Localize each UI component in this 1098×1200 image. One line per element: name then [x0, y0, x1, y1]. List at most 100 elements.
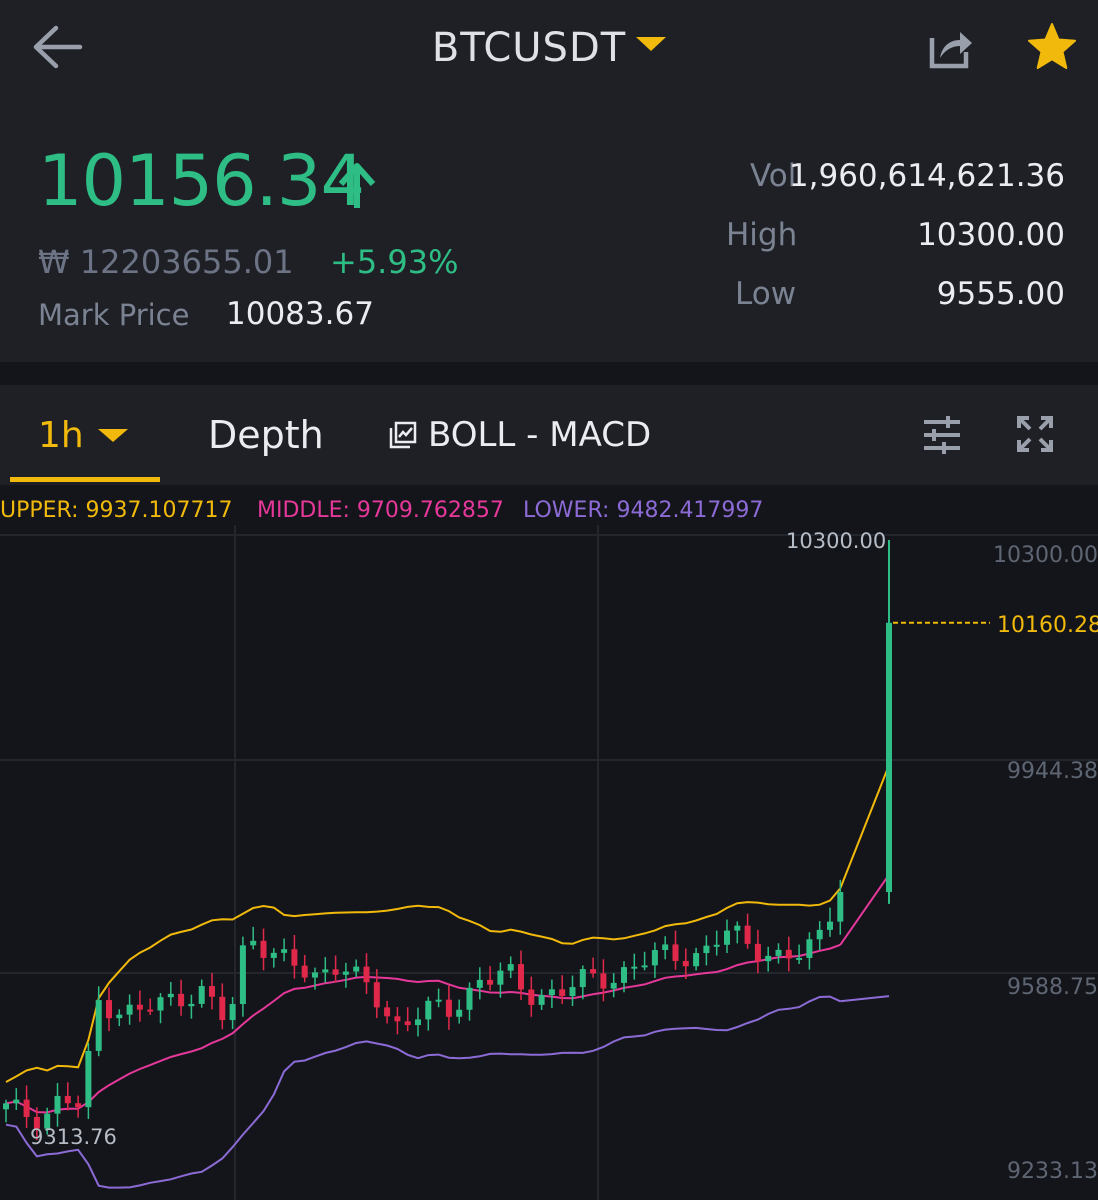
change-percent: +5.93%: [330, 243, 459, 281]
boll-upper-line: [5, 887, 842, 1083]
last-price: 10156.34: [38, 140, 365, 222]
y-axis-label: 9233.13: [1007, 1159, 1098, 1184]
low-marker-label: 9313.76: [30, 1125, 117, 1149]
candles: [3, 540, 892, 1141]
boll-lower-line: [5, 995, 841, 1189]
candle-body: [672, 944, 679, 961]
chart-grid: [0, 525, 1098, 1200]
mark-price-label: Mark Price: [38, 298, 190, 332]
y-axis-label: 9588.75: [1007, 975, 1098, 1000]
mark-price-value: 10083.67: [226, 296, 374, 332]
low-label: Low: [735, 276, 797, 312]
candle-body: [693, 953, 700, 967]
candle-body: [765, 955, 772, 962]
candle-body: [724, 930, 730, 945]
interval-label: 1h: [38, 415, 84, 456]
candle-body: [600, 973, 607, 989]
candle-body: [559, 989, 566, 997]
indicator-label: BOLL - MACD: [428, 415, 652, 455]
candle-body: [322, 969, 329, 973]
pair-name: BTCUSDT: [431, 24, 627, 71]
candle-body: [744, 925, 751, 944]
candle-body: [456, 1009, 463, 1017]
candle-body: [590, 969, 597, 974]
pair-selector[interactable]: BTCUSDT: [431, 24, 667, 71]
candle-body: [13, 1099, 20, 1104]
candle-body: [487, 979, 494, 985]
tab-interval[interactable]: 1h: [38, 415, 128, 456]
candle-body: [435, 999, 442, 1002]
candle-body: [703, 945, 710, 954]
chart-canvas: [0, 525, 1098, 1200]
candle-body: [23, 1099, 30, 1117]
candle-body: [631, 966, 638, 969]
indicator-icon: [389, 421, 417, 449]
boll-lower-line: [840, 995, 890, 1003]
candle-body: [3, 1103, 9, 1110]
candle-body: [291, 949, 298, 966]
boll-upper-legend: UPPER: 9937.107717: [0, 498, 233, 523]
candle-body: [445, 999, 452, 1017]
candle-body: [188, 1003, 195, 1007]
candle-body: [44, 1113, 51, 1129]
candle-body: [796, 957, 803, 960]
candle-body: [528, 989, 535, 1005]
candle-body: [178, 993, 185, 1007]
candle-body: [538, 995, 545, 1005]
arrow-left-icon: [33, 25, 83, 69]
candle-body: [363, 966, 370, 983]
boll-middle-line: [839, 874, 890, 946]
candle-body: [260, 940, 267, 958]
candle-body: [641, 965, 648, 968]
candle-body: [816, 929, 823, 940]
candle-body: [518, 964, 524, 990]
sliders-icon: [924, 416, 960, 454]
candle-body: [651, 950, 658, 966]
candle-body: [610, 982, 617, 989]
share-icon: [929, 32, 972, 69]
candle-body: [754, 943, 761, 962]
candle-body: [775, 949, 782, 956]
active-tab-indicator: [10, 477, 160, 482]
candle-body: [106, 1000, 112, 1019]
candle-body: [33, 1116, 40, 1129]
candle-body: [806, 939, 813, 958]
candle-body: [837, 892, 844, 922]
arrow-up-icon: [338, 163, 376, 208]
fiat-price: ₩ 12203655.01: [38, 243, 294, 281]
candle-body: [827, 921, 833, 930]
chart-settings-button[interactable]: [920, 413, 964, 457]
vol-value: 1,960,614,621.36: [788, 158, 1065, 194]
candle-body: [198, 986, 205, 1004]
fullscreen-button[interactable]: [1016, 415, 1054, 453]
ticker-header: BTCUSDT 10156.34 ₩ 12203655.01 +5.93% Ma…: [0, 0, 1098, 362]
candlestick-chart[interactable]: 10300.00 9944.38 9588.75 9233.13 10300.0…: [0, 525, 1098, 1200]
chevron-down-icon: [97, 429, 128, 442]
share-button[interactable]: [926, 22, 978, 74]
tab-indicators[interactable]: BOLL - MACD: [388, 415, 651, 455]
high-label: High: [726, 217, 798, 253]
candle-body: [342, 971, 349, 975]
tab-depth[interactable]: Depth: [208, 413, 324, 457]
candle-body: [425, 1000, 432, 1020]
candle-body: [219, 996, 226, 1021]
candle-body: [250, 940, 257, 946]
candle-body: [239, 945, 246, 1005]
candle-body: [281, 949, 288, 953]
candle-body: [54, 1095, 61, 1114]
candle-body: [734, 925, 741, 931]
boll-bands: [5, 764, 890, 1189]
vol-label: Vol: [750, 158, 797, 194]
candle-body: [209, 986, 215, 997]
candle-body: [476, 979, 483, 988]
candle-body: [126, 1004, 133, 1015]
chart-toolbar: 1h Depth BOLL - MACD: [0, 385, 1098, 485]
back-button[interactable]: [22, 18, 92, 78]
favorite-button[interactable]: [1024, 20, 1080, 76]
candle-body: [75, 1103, 82, 1108]
candle-body: [713, 944, 720, 947]
high-value: 10300.00: [917, 217, 1065, 253]
candle-body: [384, 1007, 391, 1017]
candle-body: [497, 970, 504, 985]
candle-body: [167, 993, 174, 998]
